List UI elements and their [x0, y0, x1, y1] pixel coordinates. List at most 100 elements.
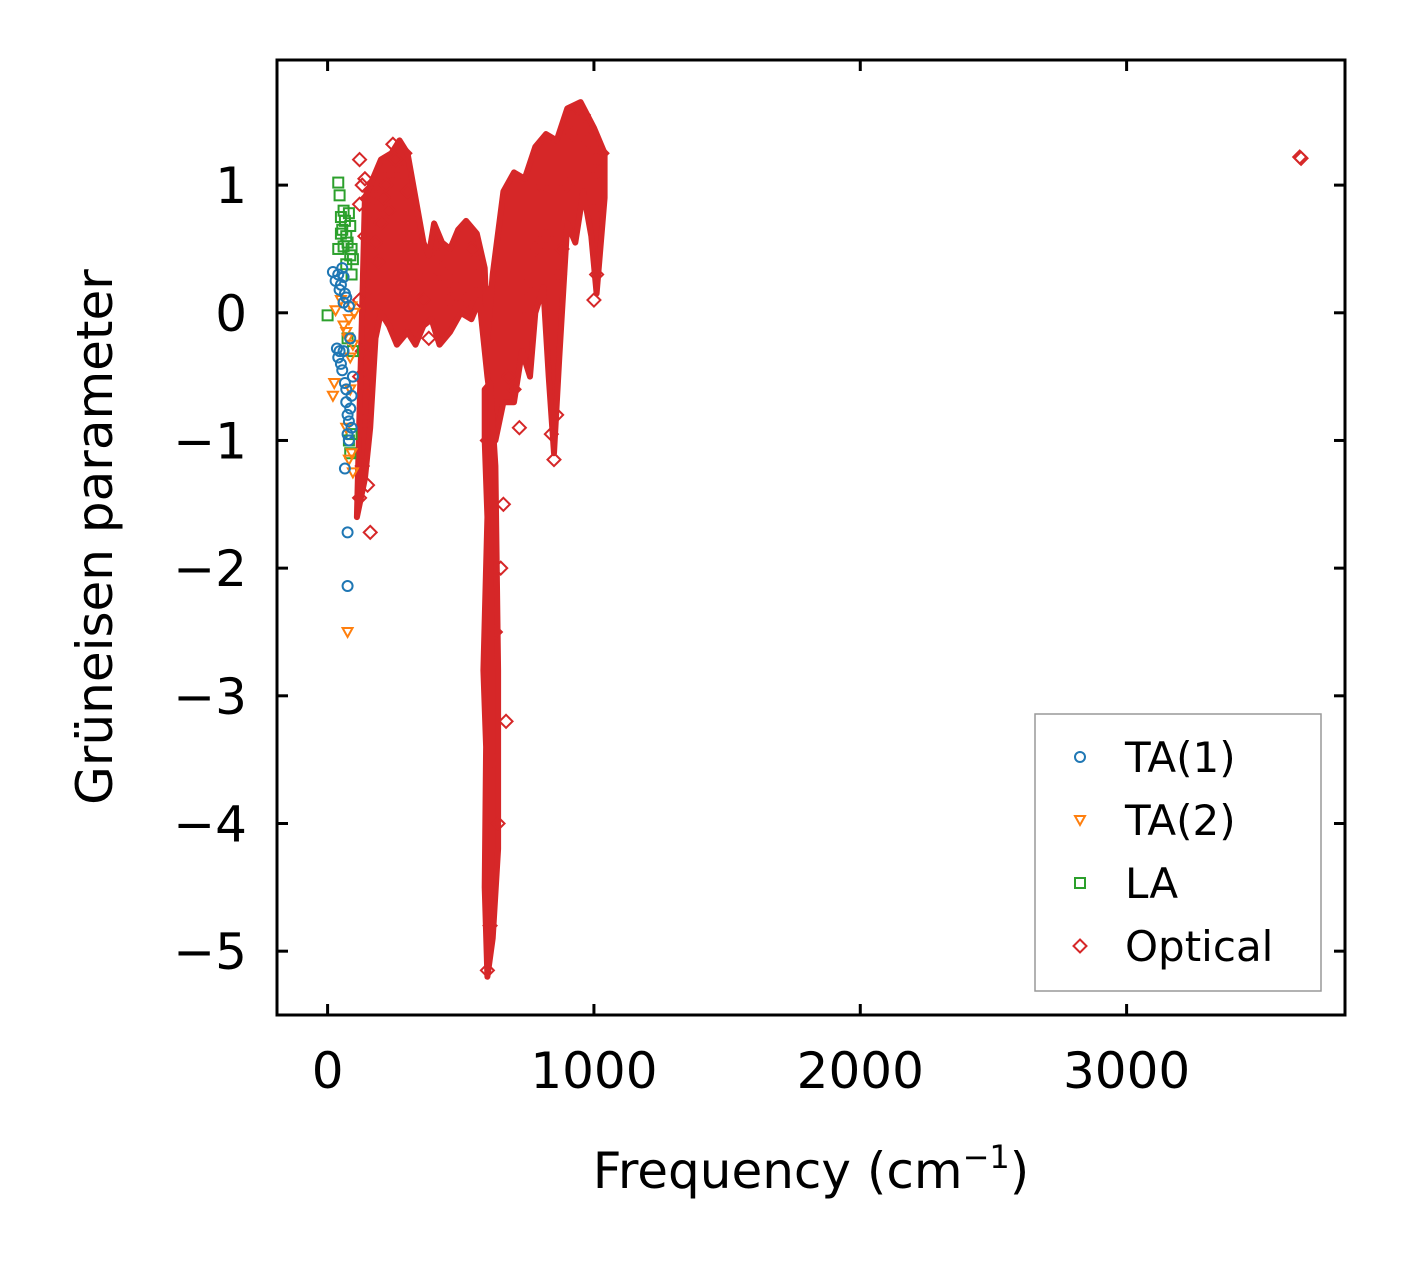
point-optical: [396, 145, 413, 162]
point-optical: [380, 202, 397, 219]
point-optical: [591, 164, 608, 181]
point-optical: [410, 266, 427, 283]
axis-ticks: 0 1000 2000 3000 1 0 −1 −2 −3 −4 −5: [173, 60, 1345, 1100]
point-optical: [532, 177, 549, 194]
point-optical: [551, 266, 568, 283]
scatter-points: [321, 100, 1309, 979]
point-ta-2: [339, 326, 353, 340]
point-ta-1: [337, 345, 350, 358]
point-ta-2: [326, 390, 340, 403]
plot-frame: [275, 58, 1347, 1017]
point-optical: [498, 713, 514, 730]
x-tick-label: 0: [312, 1042, 344, 1100]
point-optical: [354, 458, 371, 474]
point-optical: [490, 815, 506, 832]
point-optical: [370, 253, 387, 270]
point-optical: [484, 751, 501, 768]
point-ta-1: [338, 377, 351, 390]
point-optical: [588, 266, 605, 283]
y-tick-label: −5: [173, 923, 247, 981]
point-la: [337, 240, 350, 253]
point-optical: [482, 917, 498, 934]
point-optical: [356, 228, 373, 245]
legend: TA(1) TA(2) LA Optical: [1034, 713, 1322, 992]
point-optical: [436, 266, 453, 283]
legend-frame: [1034, 713, 1322, 992]
point-optical: [500, 368, 517, 385]
point-optical: [364, 202, 381, 219]
point-optical: [538, 228, 554, 245]
point-optical: [543, 426, 560, 442]
point-optical: [356, 413, 373, 430]
point-optical: [351, 151, 368, 168]
point-la: [333, 189, 346, 202]
point-optical: [362, 183, 379, 200]
point-ta-1: [338, 462, 351, 475]
point-optical: [399, 183, 416, 200]
point-optical: [359, 477, 376, 494]
point-ta-2: [340, 626, 355, 640]
point-la: [336, 223, 349, 236]
y-tick-label: −1: [173, 412, 247, 470]
point-ta-1: [338, 287, 351, 300]
point-optical: [387, 151, 404, 168]
point-optical: [492, 560, 509, 577]
point-ta-2: [346, 467, 360, 480]
point-ta-2: [336, 320, 351, 333]
point-optical: [586, 292, 602, 308]
y-tick-label: −4: [173, 795, 247, 853]
point-optical: [362, 524, 379, 541]
point-optical: [559, 177, 576, 194]
point-ta-1: [345, 421, 358, 434]
x-axis-label: Frequency (cm−1): [593, 1138, 1030, 1200]
point-ta-2: [342, 314, 356, 327]
point-optical: [378, 177, 395, 194]
point-optical: [468, 253, 485, 270]
point-ta-1: [337, 271, 350, 284]
point-ta-1: [341, 580, 354, 593]
legend-items: TA(1) TA(2) LA Optical: [1072, 733, 1273, 971]
point-optical: [415, 292, 432, 308]
point-ta-1: [336, 364, 349, 377]
point-optical: [426, 272, 443, 289]
point-ta-1: [344, 402, 357, 415]
point-la: [321, 309, 334, 322]
x-axis-label-superscript: −1: [963, 1138, 1010, 1176]
x-tick-label: 2000: [797, 1042, 924, 1100]
point-optical: [548, 407, 565, 423]
point-optical: [442, 292, 459, 308]
point-ta-2: [344, 448, 359, 461]
point-la: [345, 242, 358, 255]
point-optical: [458, 292, 475, 308]
point-optical: [546, 451, 562, 468]
legend-marker-ta-2: [1073, 815, 1087, 828]
point-optical: [383, 164, 400, 181]
point-optical: [375, 189, 392, 206]
point-ta-2: [328, 305, 343, 318]
optical-dense-bands: [353, 99, 608, 980]
point-optical: [522, 304, 538, 321]
legend-label-optical: Optical: [1125, 922, 1273, 971]
point-optical: [474, 279, 490, 296]
point-optical: [487, 624, 504, 640]
legend-marker-optical: [1072, 938, 1088, 954]
point-la: [344, 249, 357, 262]
point-ta-1: [346, 370, 359, 383]
x-tick-label: 1000: [530, 1042, 657, 1100]
point-optical: [575, 106, 592, 123]
point-optical: [356, 170, 373, 187]
point-optical: [431, 247, 448, 264]
point-optical: [554, 241, 570, 257]
point-optical: [594, 145, 610, 162]
point-optical: [516, 279, 533, 296]
point-optical: [564, 126, 581, 142]
point-ta-2: [343, 352, 357, 365]
x-axis-label-end: ): [1010, 1142, 1030, 1200]
point-optical: [586, 202, 602, 219]
point-la: [344, 219, 357, 232]
point-optical: [367, 234, 384, 251]
point-la: [341, 236, 354, 249]
point-optical: [511, 419, 528, 436]
point-la: [342, 207, 355, 220]
